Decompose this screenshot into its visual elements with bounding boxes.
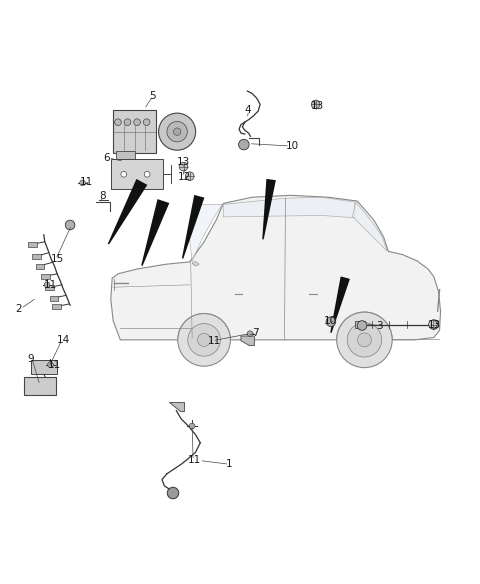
Polygon shape — [352, 202, 387, 251]
Polygon shape — [108, 179, 147, 245]
Circle shape — [429, 320, 437, 329]
FancyBboxPatch shape — [49, 296, 58, 301]
Text: 13: 13 — [177, 157, 190, 167]
Polygon shape — [182, 195, 204, 259]
FancyBboxPatch shape — [45, 286, 54, 290]
Text: 2: 2 — [15, 304, 22, 314]
Circle shape — [124, 119, 131, 126]
Circle shape — [167, 487, 179, 499]
Circle shape — [336, 312, 392, 367]
Text: 11: 11 — [80, 177, 93, 187]
Text: 10: 10 — [286, 141, 299, 151]
Text: 12: 12 — [178, 172, 191, 182]
Circle shape — [312, 100, 320, 109]
Polygon shape — [189, 204, 222, 262]
FancyBboxPatch shape — [31, 360, 57, 374]
Polygon shape — [241, 336, 254, 346]
FancyBboxPatch shape — [36, 264, 44, 269]
Text: 11: 11 — [188, 456, 202, 465]
Circle shape — [239, 140, 249, 150]
Circle shape — [80, 180, 85, 186]
Text: 15: 15 — [51, 255, 64, 265]
Circle shape — [357, 321, 367, 331]
Text: 8: 8 — [99, 192, 106, 201]
FancyBboxPatch shape — [28, 242, 37, 247]
Text: 10: 10 — [324, 316, 337, 326]
FancyBboxPatch shape — [24, 377, 56, 395]
Polygon shape — [223, 197, 355, 218]
Text: 1: 1 — [226, 459, 232, 470]
FancyBboxPatch shape — [113, 110, 156, 153]
Text: 6: 6 — [104, 153, 110, 163]
Circle shape — [429, 320, 439, 329]
Circle shape — [198, 333, 211, 346]
Circle shape — [134, 119, 141, 126]
Polygon shape — [111, 195, 441, 340]
Circle shape — [326, 317, 336, 326]
Circle shape — [158, 113, 196, 150]
Circle shape — [167, 121, 187, 142]
Text: 3: 3 — [376, 321, 383, 331]
Circle shape — [185, 172, 194, 180]
Text: 14: 14 — [57, 335, 71, 345]
Circle shape — [179, 162, 188, 171]
Polygon shape — [262, 179, 276, 239]
Circle shape — [48, 362, 53, 367]
Text: 9: 9 — [27, 354, 34, 364]
FancyBboxPatch shape — [355, 321, 365, 328]
Text: 11: 11 — [207, 336, 221, 346]
Circle shape — [247, 331, 253, 336]
Circle shape — [188, 324, 220, 356]
Text: 11: 11 — [48, 360, 61, 370]
FancyBboxPatch shape — [41, 274, 49, 279]
Circle shape — [173, 128, 181, 135]
Circle shape — [347, 322, 382, 357]
FancyBboxPatch shape — [111, 159, 163, 189]
Text: 11: 11 — [44, 280, 57, 290]
Text: 4: 4 — [245, 105, 252, 115]
Circle shape — [65, 220, 75, 230]
Circle shape — [178, 314, 230, 366]
Circle shape — [144, 119, 150, 126]
Text: 13: 13 — [428, 319, 441, 329]
FancyBboxPatch shape — [52, 304, 61, 310]
FancyBboxPatch shape — [32, 254, 41, 259]
Text: 7: 7 — [252, 328, 259, 338]
Circle shape — [44, 282, 50, 288]
Circle shape — [121, 171, 127, 177]
Circle shape — [115, 119, 121, 126]
Polygon shape — [192, 262, 199, 266]
Circle shape — [144, 171, 150, 177]
FancyBboxPatch shape — [116, 151, 135, 162]
Text: 13: 13 — [311, 101, 324, 112]
Circle shape — [358, 333, 372, 347]
Polygon shape — [330, 276, 350, 333]
Polygon shape — [141, 199, 169, 266]
Text: 5: 5 — [149, 91, 156, 101]
Polygon shape — [169, 402, 183, 411]
Circle shape — [189, 423, 195, 429]
